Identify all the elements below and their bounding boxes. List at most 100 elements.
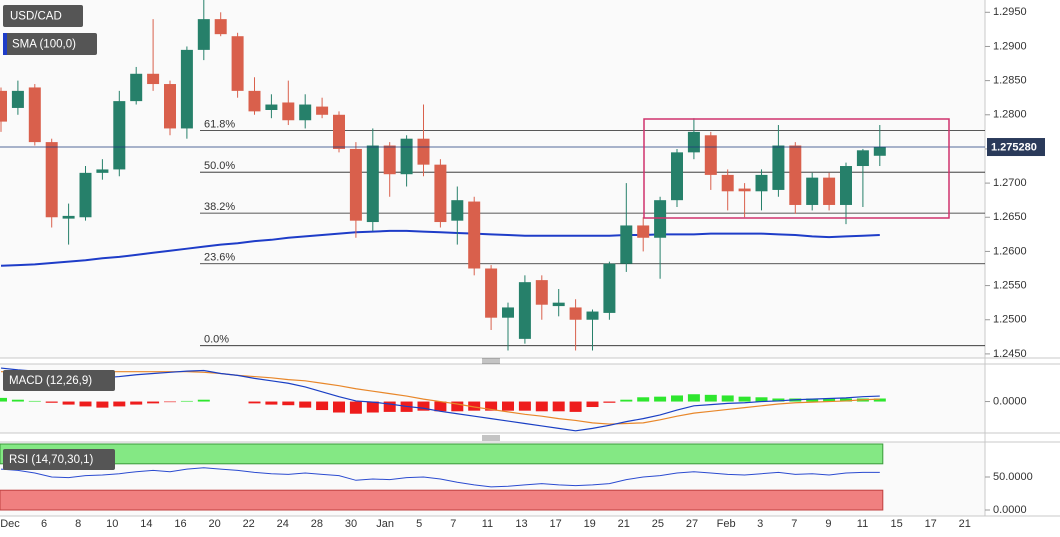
fib-label: 38.2% xyxy=(204,201,235,213)
candle-body xyxy=(468,201,481,269)
histogram-bar xyxy=(28,400,41,402)
histogram-bar xyxy=(654,396,667,402)
candle-body xyxy=(180,49,193,129)
x-tick-label: 8 xyxy=(75,518,81,530)
candle-body xyxy=(333,114,345,149)
histogram-bar xyxy=(434,401,447,412)
histogram-bar xyxy=(772,398,785,402)
histogram-bar xyxy=(417,401,430,411)
candle-body xyxy=(316,106,329,115)
candle-body xyxy=(603,263,616,313)
histogram-bar xyxy=(873,398,886,402)
candle-body xyxy=(113,101,126,170)
candle-body xyxy=(400,138,413,175)
x-tick-label: 6 xyxy=(41,518,47,530)
histogram-bar xyxy=(535,401,548,412)
histogram-bar xyxy=(806,398,819,402)
histogram-bar xyxy=(333,401,345,413)
candle-body xyxy=(721,174,734,192)
histogram-bar xyxy=(552,401,565,412)
histogram-bar xyxy=(502,401,514,411)
tag-box xyxy=(3,5,83,27)
candle-body xyxy=(856,150,869,167)
candle-body xyxy=(0,90,7,122)
x-tick-label: 16 xyxy=(174,518,186,530)
histogram-bar xyxy=(620,399,633,402)
histogram-bar xyxy=(96,401,109,408)
candle-body xyxy=(704,135,717,175)
histogram-bar xyxy=(45,401,58,403)
candle-body xyxy=(299,104,312,121)
candle-body xyxy=(671,152,683,201)
histogram-bar xyxy=(147,401,160,404)
x-tick-label: Jan xyxy=(376,518,394,530)
x-tick-label: 25 xyxy=(652,518,664,530)
candle-body xyxy=(265,104,278,110)
candle-body xyxy=(518,282,531,339)
y-tick-label: 1.2800 xyxy=(993,109,1027,121)
candle-body xyxy=(823,177,836,205)
symbol-label: USD/CAD xyxy=(10,11,62,23)
fib-label: 0.0% xyxy=(204,334,229,346)
x-tick-label: 15 xyxy=(890,518,902,530)
histogram-bar xyxy=(755,397,768,402)
macd-line xyxy=(0,367,880,432)
y-tick-label: 1.2450 xyxy=(993,348,1027,360)
candle-body xyxy=(231,36,244,91)
candle-body xyxy=(434,164,447,223)
x-tick-label: 24 xyxy=(277,518,289,530)
candle-body xyxy=(79,172,92,218)
x-tick-label: 9 xyxy=(825,518,831,530)
candle-body xyxy=(147,73,160,85)
candle-body xyxy=(569,307,582,320)
histogram-bar xyxy=(265,401,278,405)
histogram-bar xyxy=(485,401,498,411)
candle-body xyxy=(552,302,565,307)
y-tick-label: 1.2700 xyxy=(993,177,1027,189)
candle-body xyxy=(687,131,700,153)
histogram-bar xyxy=(316,401,329,411)
candle-body xyxy=(383,145,396,175)
candle-body xyxy=(620,225,633,264)
histogram-bar xyxy=(349,401,362,414)
x-tick-label: Dec xyxy=(0,518,20,530)
histogram-bar xyxy=(687,394,700,402)
candle-body xyxy=(654,200,667,238)
sma-tag[interactable]: SMA (100,0) xyxy=(3,33,97,55)
y-tick-label: 0.0000 xyxy=(993,504,1027,516)
rsi-label: RSI (14,70,30,1) xyxy=(9,454,94,466)
histogram-bar xyxy=(468,401,481,411)
tag-box xyxy=(3,33,97,55)
x-tick-label: 3 xyxy=(757,518,763,530)
candle-body xyxy=(417,138,430,165)
rsi-line xyxy=(0,467,880,488)
resize-handle[interactable] xyxy=(482,358,500,364)
histogram-bar xyxy=(451,401,464,412)
candle-body xyxy=(349,148,362,221)
y-tick-label: 1.2850 xyxy=(993,75,1027,87)
histogram-bar xyxy=(721,395,734,402)
histogram-bar xyxy=(586,401,599,408)
tag-box xyxy=(3,449,115,470)
resize-handle[interactable] xyxy=(482,435,500,441)
candle-body xyxy=(840,166,852,205)
candle-body xyxy=(755,174,768,192)
last-price-box xyxy=(987,138,1045,157)
histogram-bar xyxy=(282,401,295,406)
y-tick-label: 1.2650 xyxy=(993,211,1027,223)
candle-body xyxy=(130,73,143,102)
y-tick-label: 0.0000 xyxy=(993,395,1027,407)
histogram-bar xyxy=(823,398,836,402)
candle-body xyxy=(28,87,41,143)
histogram-bar xyxy=(704,394,717,402)
x-tick-label: Feb xyxy=(717,518,736,530)
candle-body xyxy=(873,146,886,156)
candle-body xyxy=(11,90,24,108)
macd-tag[interactable]: MACD (12,26,9) xyxy=(3,370,115,391)
x-tick-label: 30 xyxy=(345,518,357,530)
symbol-tag[interactable]: USD/CAD xyxy=(3,5,83,27)
x-tick-label: 14 xyxy=(140,518,152,530)
x-tick-label: 20 xyxy=(208,518,220,530)
rsi-tag[interactable]: RSI (14,70,30,1) xyxy=(3,449,115,470)
